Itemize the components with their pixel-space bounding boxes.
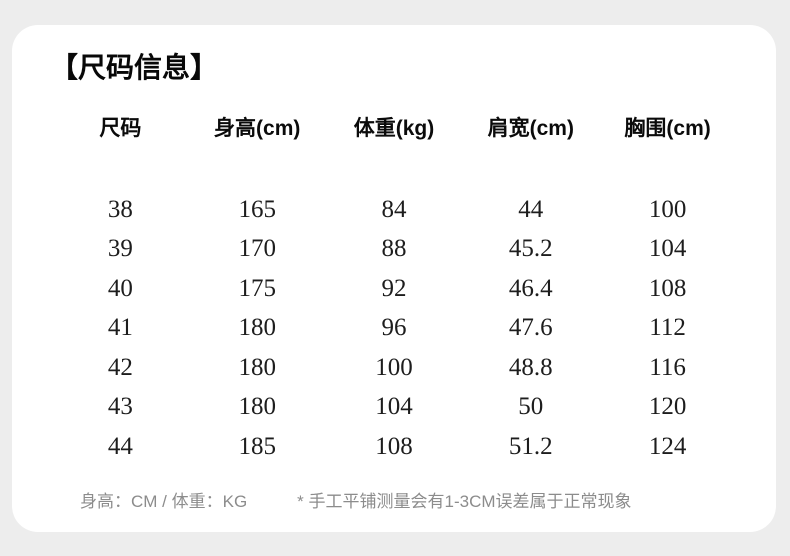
table-row: 42 180 100 48.8 116 — [52, 348, 736, 388]
cell-size: 42 — [107, 353, 133, 381]
cell-size: 38 — [107, 195, 133, 223]
column-header-height: 身高(cm) — [214, 117, 301, 140]
cell-shoulder: 48.8 — [508, 353, 553, 381]
cell-height: 180 — [238, 393, 276, 421]
cell-weight: 92 — [381, 274, 407, 302]
cell-shoulder: 51.2 — [508, 432, 553, 460]
cell-size: 41 — [107, 314, 133, 342]
size-table-header: 尺码 身高(cm) 体重(kg) 肩宽(cm) 胸围(cm) — [52, 106, 736, 190]
size-table: 尺码 身高(cm) 体重(kg) 肩宽(cm) 胸围(cm) 38 165 84… — [52, 106, 736, 467]
cell-weight: 100 — [375, 353, 413, 381]
cell-shoulder: 47.6 — [508, 314, 553, 342]
cell-weight: 88 — [381, 235, 407, 263]
table-row: 41 180 96 47.6 112 — [52, 309, 736, 349]
table-row: 40 175 92 46.4 108 — [52, 269, 736, 309]
size-table-body: 38 165 84 44 100 39 170 88 45.2 104 40 1… — [52, 190, 736, 467]
size-info-card: 【尺码信息】 尺码 身高(cm) 体重(kg) 肩宽(cm) 胸围(cm) 38… — [12, 25, 776, 532]
column-header-shoulder: 肩宽(cm) — [487, 117, 574, 140]
measure-note: * 手工平铺测量会有1-3CM误差属于正常现象 — [297, 492, 632, 511]
cell-size: 39 — [107, 235, 133, 263]
cell-chest: 116 — [649, 353, 686, 381]
cell-weight: 84 — [381, 195, 407, 223]
footer-notes: 身高：CM / 体重：KG * 手工平铺测量会有1-3CM误差属于正常现象 — [12, 487, 776, 532]
table-row: 38 165 84 44 100 — [52, 190, 736, 230]
cell-height: 180 — [238, 353, 276, 381]
cell-height: 185 — [238, 432, 276, 460]
cell-weight: 104 — [375, 393, 413, 421]
table-row: 43 180 104 50 120 — [52, 388, 736, 428]
cell-shoulder: 50 — [518, 393, 544, 421]
table-row: 39 170 88 45.2 104 — [52, 230, 736, 270]
column-header-weight: 体重(kg) — [353, 117, 435, 140]
cell-height: 165 — [238, 195, 276, 223]
cell-shoulder: 45.2 — [508, 235, 553, 263]
cell-size: 44 — [107, 432, 133, 460]
cell-chest: 112 — [649, 314, 686, 342]
column-header-size: 尺码 — [99, 117, 142, 140]
table-row: 44 185 108 51.2 124 — [52, 427, 736, 467]
cell-shoulder: 46.4 — [508, 274, 553, 302]
cell-size: 40 — [107, 274, 133, 302]
page-title: 【尺码信息】 — [50, 52, 219, 83]
cell-size: 43 — [107, 393, 133, 421]
cell-height: 175 — [238, 274, 276, 302]
cell-chest: 124 — [648, 432, 687, 460]
header-row: 尺码 身高(cm) 体重(kg) 肩宽(cm) 胸围(cm) — [52, 106, 736, 148]
cell-weight: 108 — [375, 432, 413, 460]
column-header-chest: 胸围(cm) — [624, 117, 711, 140]
cell-weight: 96 — [381, 314, 407, 342]
cell-chest: 120 — [648, 393, 687, 421]
cell-chest: 108 — [648, 274, 687, 302]
cell-shoulder: 44 — [518, 195, 544, 223]
cell-height: 170 — [238, 235, 276, 263]
cell-chest: 100 — [648, 195, 687, 223]
spacer-row — [52, 148, 736, 190]
cell-chest: 104 — [648, 235, 687, 263]
units-note: 身高：CM / 体重：KG — [80, 492, 248, 511]
cell-height: 180 — [238, 314, 276, 342]
